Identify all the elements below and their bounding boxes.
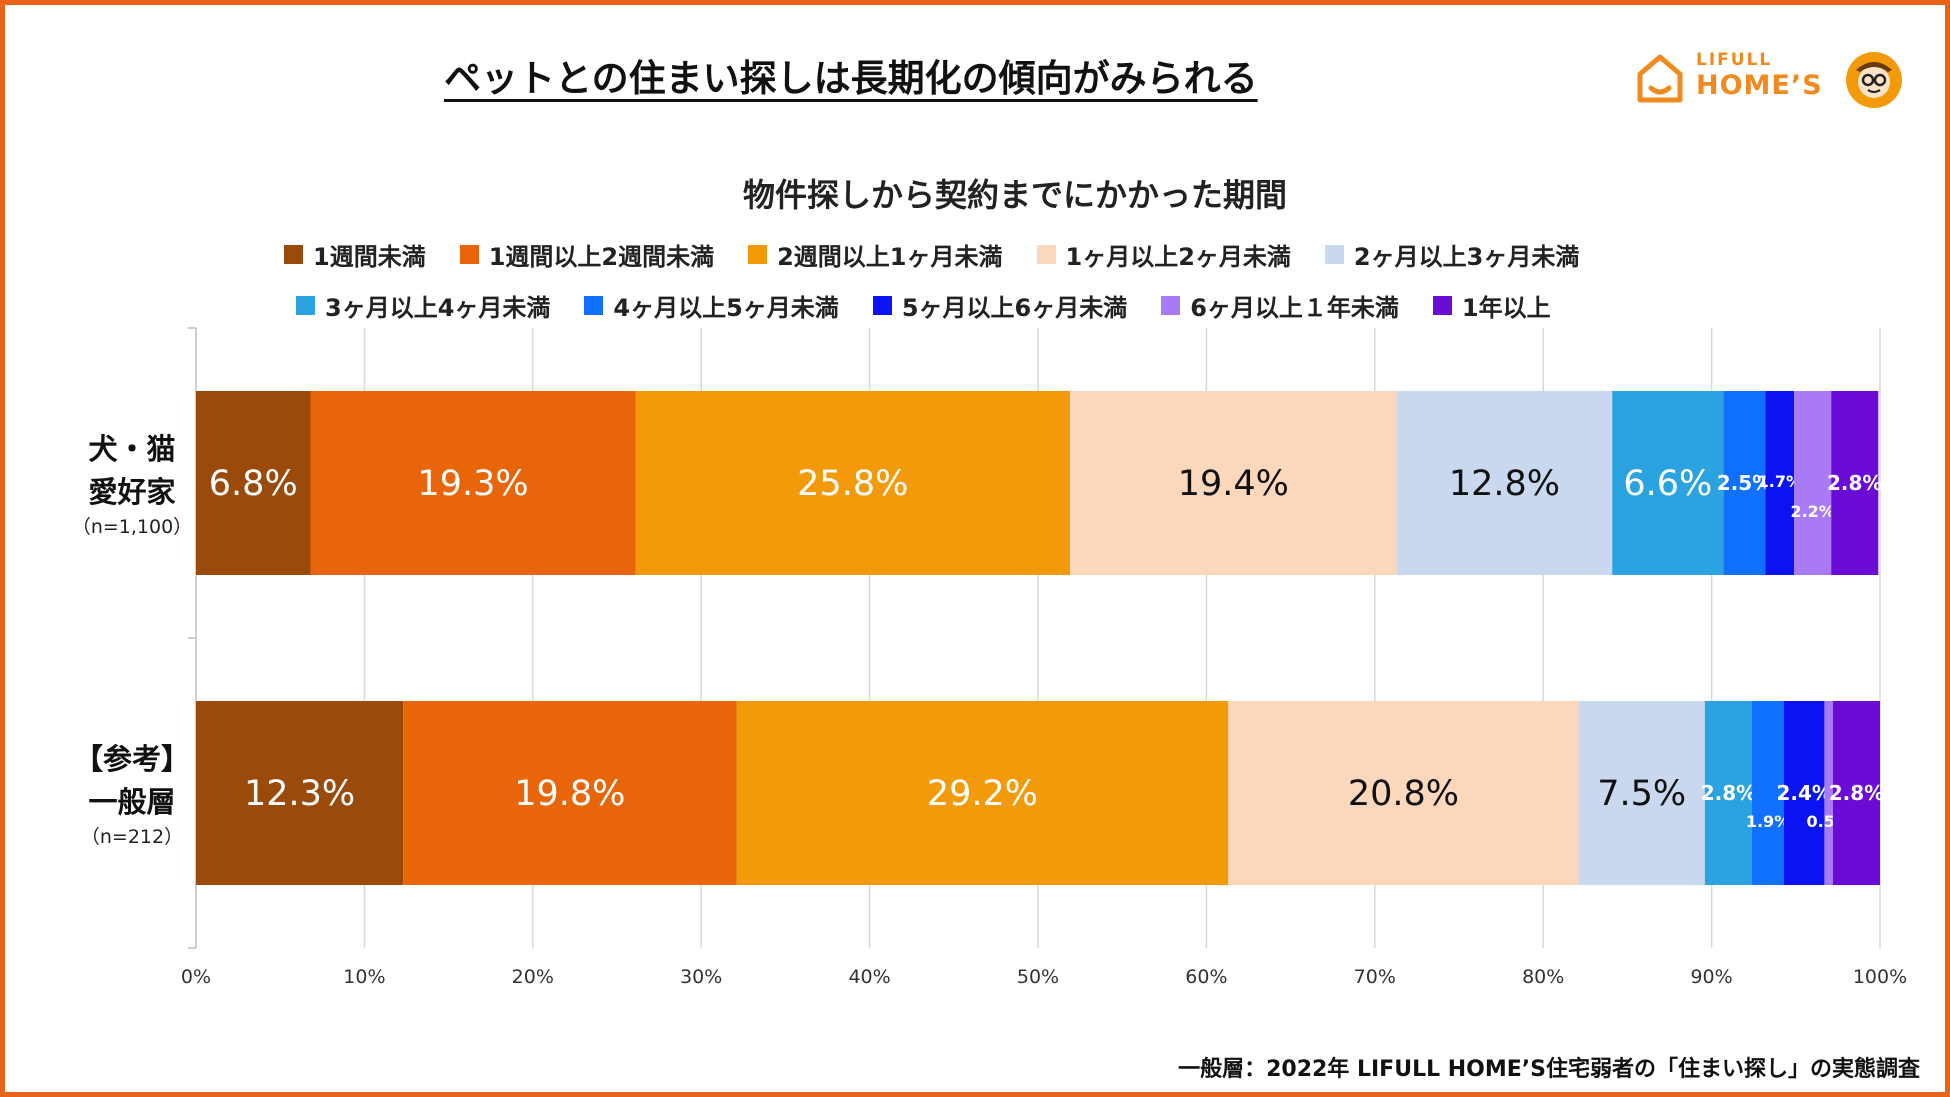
bar-segment [310, 391, 636, 575]
data-label: 12.3% [244, 774, 355, 814]
legend-swatch [872, 296, 892, 315]
lifull-homes-logo: LIFULL HOME’S [1636, 48, 1906, 110]
legend-swatch [748, 245, 768, 264]
logo-brand-small: LIFULL [1696, 50, 1773, 70]
bar-segment [1832, 701, 1880, 885]
category-label-line: 【参考】 [74, 742, 190, 776]
legend-item: 1週間未満 [284, 237, 426, 272]
x-tick-label: 50% [1017, 966, 1059, 988]
data-label: 20.8% [1348, 774, 1459, 814]
legend-item: 1ヶ月以上2ヶ月未満 [1036, 237, 1291, 272]
bar-segment [1396, 391, 1613, 575]
legend-swatch [1324, 245, 1344, 264]
bar-segment [1765, 391, 1795, 575]
data-label: 6.8% [209, 464, 298, 504]
data-label: 7.5% [1597, 774, 1686, 814]
bar-segment [1228, 701, 1579, 885]
legend-label: 1週間未満 [313, 243, 426, 271]
legend-label: 5ヶ月以上6ヶ月未満 [901, 294, 1128, 322]
logo-brand-big: HOME’S [1696, 70, 1823, 101]
category-sample-size: （n=212） [81, 826, 183, 848]
legend-label: 6ヶ月以上１年未満 [1190, 294, 1399, 322]
legend-item: 1週間以上2週間未満 [459, 237, 715, 272]
x-tick-label: 20% [512, 966, 554, 988]
bar-segment [1784, 701, 1825, 885]
legend-item: 6ヶ月以上１年未満 [1161, 288, 1399, 323]
data-label: 1.9% [1746, 812, 1790, 831]
category-sample-size: （n=1,100） [72, 516, 192, 538]
data-label: 2.2% [1790, 502, 1834, 521]
x-tick-label: 60% [1185, 966, 1227, 988]
mascot-icon [1846, 52, 1902, 108]
bar-segment [1578, 701, 1705, 885]
legend-label: 1ヶ月以上2ヶ月未満 [1065, 243, 1291, 271]
legend-label: 1年以上 [1461, 294, 1551, 322]
page-headline: ペットとの住まい探しは長期化の傾向がみられる [444, 57, 1258, 100]
data-label: 19.8% [514, 774, 625, 814]
data-label: 19.3% [417, 464, 528, 504]
data-label: 1.7% [1758, 472, 1802, 491]
legend-label: 4ヶ月以上5ヶ月未満 [613, 294, 839, 322]
legend-swatch [296, 296, 315, 315]
legend-item: 1年以上 [1432, 288, 1551, 323]
x-tick-label: 90% [1690, 966, 1732, 988]
data-label: 2.8% [1827, 471, 1882, 495]
bar-segment [1704, 701, 1753, 885]
legend-swatch [1036, 245, 1056, 264]
bar-segment [635, 391, 1070, 575]
category-label-line: 一般層 [88, 785, 175, 819]
bar-segment [1752, 701, 1785, 885]
data-label: 6.6% [1623, 464, 1712, 504]
footer-source-note: 一般層：2022年 LIFULL HOME’S住宅弱者の「住まい探し」の実態調査 [1178, 1057, 1920, 1082]
data-label: 2.8% [1701, 781, 1756, 805]
legend-item: 3ヶ月以上4ヶ月未満 [296, 288, 550, 323]
legend-label: 1週間以上2週間未満 [488, 243, 715, 271]
data-label: 29.2% [927, 774, 1038, 814]
legend-item: 2ヶ月以上3ヶ月未満 [1324, 237, 1580, 272]
bar-segment [1723, 391, 1766, 575]
category-label-line: 愛好家 [88, 475, 175, 509]
bar-segment [736, 701, 1229, 885]
legend-item: 2週間以上1ヶ月未満 [748, 237, 1003, 272]
x-tick-label: 100% [1853, 966, 1907, 988]
bar-segment [403, 701, 737, 885]
legend-row-2: 3ヶ月以上4ヶ月未満 4ヶ月以上5ヶ月未満 5ヶ月以上6ヶ月未満 6ヶ月以上１年未満 1… [296, 288, 1585, 323]
legend-label: 2週間以上1ヶ月未満 [777, 243, 1003, 271]
data-label: 2.5% [1717, 471, 1772, 495]
data-label: 2.4% [1776, 781, 1831, 805]
data-label: 25.8% [797, 464, 908, 504]
data-label: 2.8% [1829, 781, 1884, 805]
category-label-line: 犬・猫 [88, 432, 175, 466]
legend-item: 5ヶ月以上6ヶ月未満 [872, 288, 1128, 323]
house-icon [1637, 54, 1683, 103]
x-tick-label: 80% [1522, 966, 1564, 988]
bar-segment [1612, 391, 1724, 575]
bar-segment [1794, 391, 1832, 575]
legend-label: 3ヶ月以上4ヶ月未満 [325, 294, 551, 322]
legend-row-1: 1週間未満 1週間以上2週間未満 2週間以上1ヶ月未満 1ヶ月以上2ヶ月未満 2ヶ月以上… [284, 237, 1613, 272]
x-tick-label: 40% [848, 966, 890, 988]
bar-segment [196, 701, 404, 885]
legend-swatch [459, 245, 479, 264]
legend-swatch [584, 296, 604, 315]
x-tick-label: 30% [680, 966, 722, 988]
x-tick-label: 0% [181, 966, 211, 988]
chart-title: 物件探しから契約までにかかった期間 [742, 176, 1287, 214]
x-tick-label: 10% [343, 966, 385, 988]
legend-item: 4ヶ月以上5ヶ月未満 [584, 288, 839, 323]
x-tick-label: 70% [1354, 966, 1396, 988]
bar-segment [1069, 391, 1397, 575]
bar-segment [1824, 701, 1833, 885]
data-label: 19.4% [1178, 464, 1289, 504]
data-label: 12.8% [1449, 464, 1560, 504]
legend-swatch [1432, 296, 1452, 315]
legend-label: 2ヶ月以上3ヶ月未満 [1353, 243, 1580, 271]
legend-swatch [1161, 296, 1181, 315]
bar-segment [196, 391, 311, 575]
bar-segment [1831, 391, 1879, 575]
legend-swatch [284, 245, 303, 264]
